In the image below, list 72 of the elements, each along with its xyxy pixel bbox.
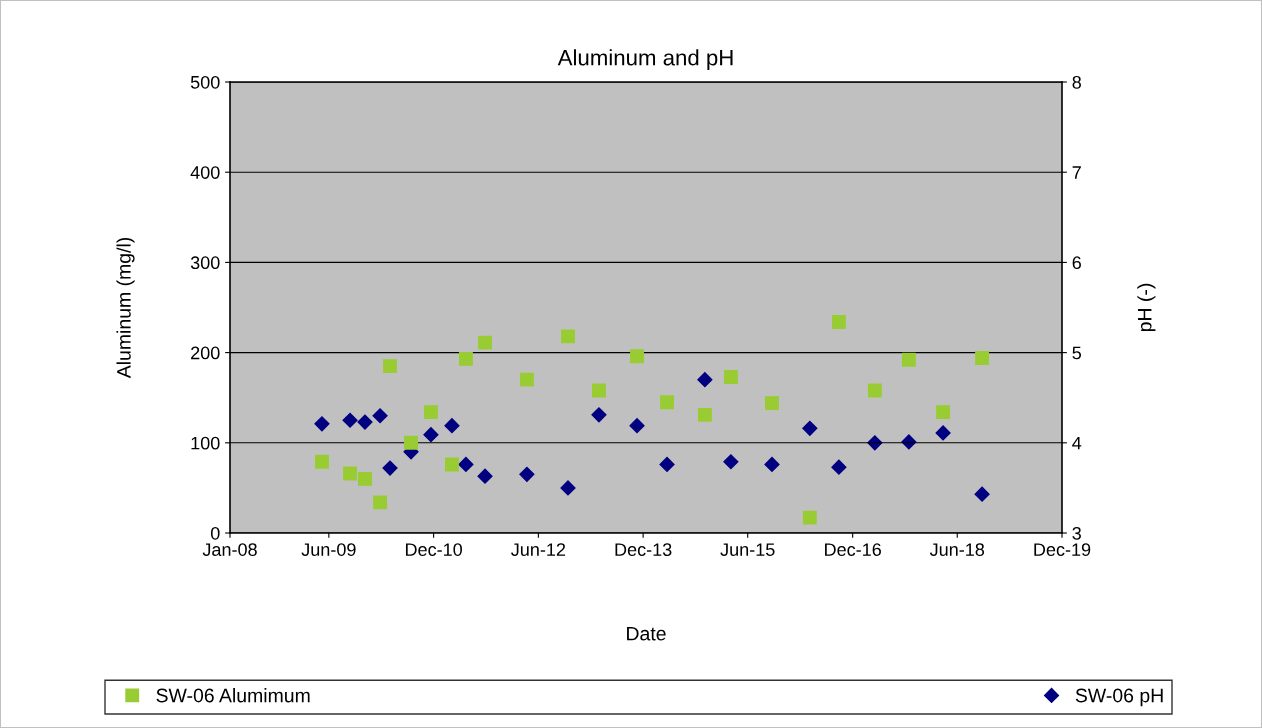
y2-axis-title: pH (-): [1137, 283, 1156, 332]
x-tick-label: Jun-18: [929, 543, 985, 556]
point: [975, 351, 990, 365]
point: [831, 314, 846, 329]
point: [315, 454, 329, 469]
point: [343, 466, 358, 481]
x-tick-label: Jun-12: [511, 543, 566, 556]
x-axis-title: Date: [627, 626, 666, 641]
point: [723, 370, 738, 384]
point: [404, 435, 418, 450]
point: [358, 471, 372, 486]
point: [477, 468, 493, 484]
point: [867, 383, 882, 398]
y2-tick-label: 4: [1072, 436, 1082, 450]
y-tick-label: 200: [191, 346, 220, 360]
point: [444, 418, 460, 434]
point: [423, 427, 439, 443]
x-tick-label: Dec-16: [825, 543, 881, 556]
y2-tick-label: 8: [1072, 75, 1081, 89]
point: [560, 480, 576, 496]
point: [561, 329, 575, 344]
point: [591, 407, 607, 423]
point: [478, 335, 492, 350]
point: [519, 466, 535, 482]
y-tick-label: 500: [190, 75, 220, 89]
point: [357, 414, 373, 430]
point: [723, 454, 739, 470]
y2-tick-label: 6: [1072, 256, 1081, 270]
point: [458, 351, 473, 366]
point: [764, 456, 780, 473]
point: [382, 460, 398, 476]
legend-label: SW-06 pH: [1075, 688, 1163, 707]
point: [660, 395, 674, 410]
point: [765, 396, 779, 411]
point: [342, 412, 358, 428]
x-tick-label: Jun-15: [720, 543, 775, 556]
point: [372, 408, 388, 424]
point: [802, 510, 817, 525]
point: [935, 425, 951, 441]
x-tick-label: Dec-13: [615, 543, 672, 556]
point: [519, 372, 534, 387]
y-axis-title: Aluminum (mg/l): [116, 237, 135, 379]
point: [901, 352, 916, 367]
x-tick-label: Dec-10: [405, 543, 462, 556]
point: [458, 456, 474, 473]
point: [659, 456, 675, 473]
point: [974, 486, 990, 502]
x-tick-label: Jan-08: [202, 543, 257, 556]
y2-tick-label: 5: [1072, 346, 1082, 360]
point: [936, 405, 951, 420]
point: [445, 457, 459, 472]
point: [630, 349, 644, 364]
y-tick-label: 0: [210, 526, 220, 540]
x-tick-label: Dec-19: [1034, 543, 1091, 556]
point: [373, 495, 388, 510]
y2-tick-label: 3: [1072, 526, 1081, 540]
point: [423, 405, 438, 420]
point: [831, 459, 847, 475]
point: [314, 416, 330, 432]
point: [697, 407, 712, 422]
point: [383, 359, 397, 374]
point: [697, 372, 713, 388]
legend-label: SW-06 Alumimum: [156, 688, 310, 703]
chart-title: Aluminum and pH: [557, 49, 733, 70]
y-tick-label: 100: [191, 436, 220, 450]
y-tick-label: 400: [190, 166, 220, 179]
y-tick-label: 300: [190, 256, 220, 270]
point: [592, 383, 606, 398]
x-tick-label: Jun-09: [301, 543, 356, 556]
point: [802, 420, 818, 436]
y2-tick-label: 7: [1072, 166, 1081, 179]
point: [629, 418, 645, 434]
